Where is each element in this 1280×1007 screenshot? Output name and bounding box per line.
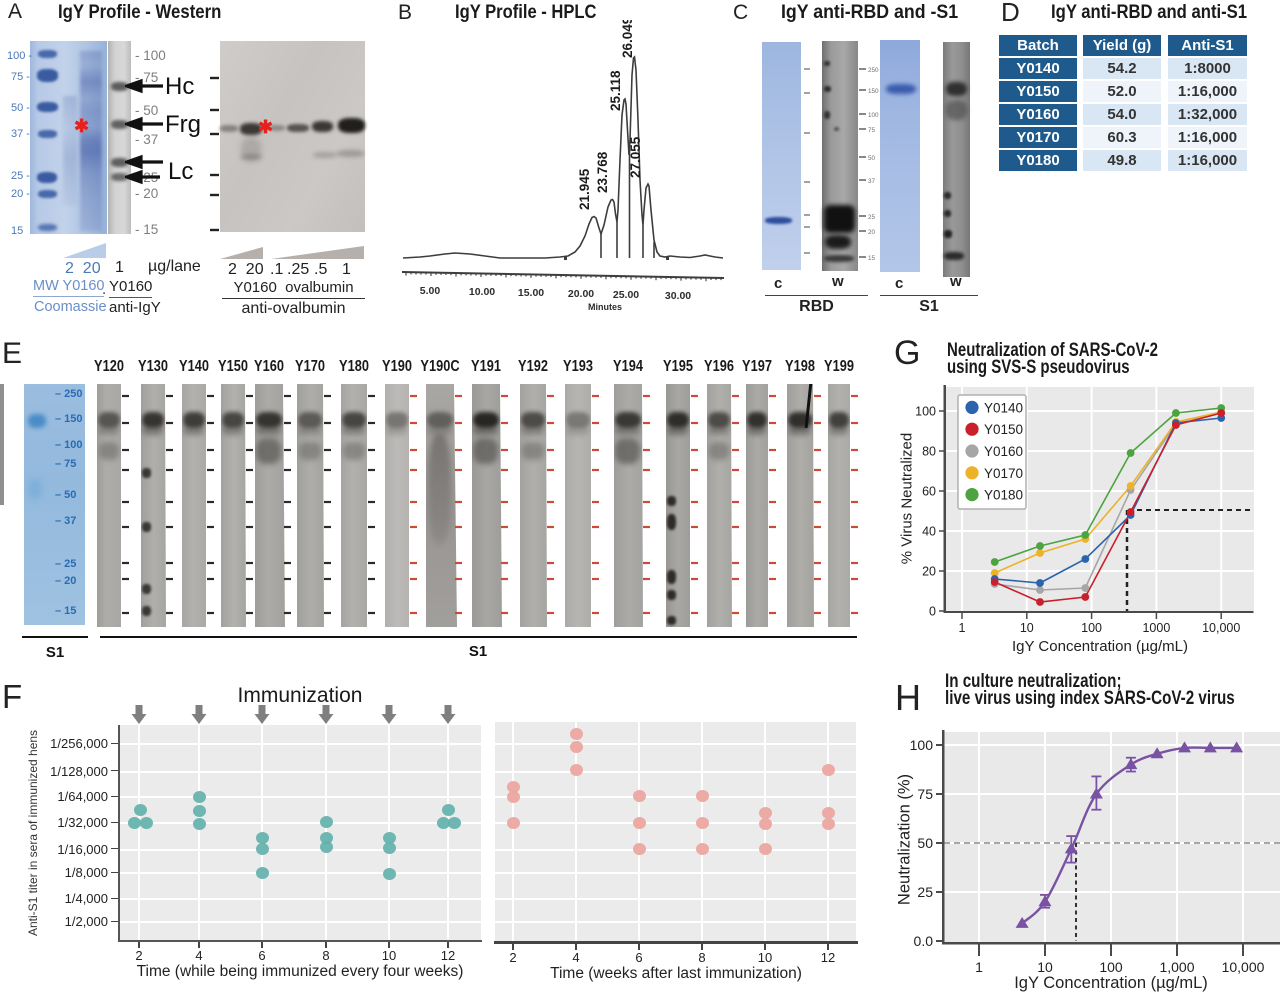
svg-text:15.00: 15.00 bbox=[518, 287, 544, 299]
svg-text:100: 100 bbox=[915, 405, 936, 419]
svg-text:250: 250 bbox=[868, 67, 879, 74]
svg-text:Y0140: Y0140 bbox=[984, 400, 1023, 415]
svg-text:0.0: 0.0 bbox=[914, 933, 934, 949]
svg-text:25.00: 25.00 bbox=[613, 289, 639, 301]
svg-text:1000: 1000 bbox=[1142, 621, 1170, 635]
svg-text:20: 20 bbox=[868, 229, 876, 236]
svg-text:50: 50 bbox=[868, 155, 876, 162]
svg-text:15: 15 bbox=[868, 255, 876, 262]
svg-text:100: 100 bbox=[910, 737, 934, 753]
svg-text:Y0160: Y0160 bbox=[984, 444, 1023, 459]
svg-text:40: 40 bbox=[922, 525, 936, 539]
svg-text:150: 150 bbox=[868, 88, 879, 95]
svg-text:21.945: 21.945 bbox=[577, 168, 592, 210]
svg-text:30.00: 30.00 bbox=[665, 290, 691, 302]
svg-text:50: 50 bbox=[917, 835, 933, 851]
svg-text:1: 1 bbox=[959, 621, 966, 635]
svg-text:75: 75 bbox=[868, 127, 876, 134]
svg-text:IgY Concentration (µg/mL): IgY Concentration (µg/mL) bbox=[1014, 974, 1208, 992]
svg-text:10.00: 10.00 bbox=[469, 286, 495, 298]
svg-text:25: 25 bbox=[868, 214, 876, 221]
svg-text:20.00: 20.00 bbox=[568, 288, 594, 300]
svg-text:100: 100 bbox=[868, 112, 879, 119]
svg-text:80: 80 bbox=[922, 445, 936, 459]
svg-text:100: 100 bbox=[1099, 959, 1123, 975]
svg-text:10,000: 10,000 bbox=[1222, 959, 1265, 975]
svg-text:27.055: 27.055 bbox=[628, 136, 643, 178]
svg-text:Y0180: Y0180 bbox=[984, 488, 1023, 503]
svg-text:Y0150: Y0150 bbox=[984, 422, 1023, 437]
svg-text:20: 20 bbox=[922, 565, 936, 579]
svg-text:60: 60 bbox=[922, 485, 936, 499]
svg-text:75: 75 bbox=[917, 786, 933, 802]
svg-text:5.00: 5.00 bbox=[420, 285, 441, 297]
svg-text:IgY Concentration (µg/mL): IgY Concentration (µg/mL) bbox=[1012, 638, 1188, 655]
svg-text:25.118: 25.118 bbox=[608, 70, 623, 111]
svg-text:37: 37 bbox=[868, 178, 876, 185]
svg-text:10: 10 bbox=[1020, 621, 1034, 635]
svg-text:1: 1 bbox=[975, 959, 983, 975]
svg-text:10,000: 10,000 bbox=[1202, 621, 1240, 635]
svg-text:23.768: 23.768 bbox=[595, 151, 610, 193]
svg-text:25: 25 bbox=[917, 884, 933, 900]
svg-text:Y0170: Y0170 bbox=[984, 466, 1023, 481]
svg-text:100: 100 bbox=[1081, 621, 1102, 635]
svg-text:Minutes: Minutes bbox=[588, 302, 622, 312]
svg-text:0: 0 bbox=[929, 605, 936, 619]
svg-text:26.049: 26.049 bbox=[620, 20, 635, 58]
svg-text:10: 10 bbox=[1037, 959, 1053, 975]
svg-text:1,000: 1,000 bbox=[1159, 959, 1194, 975]
